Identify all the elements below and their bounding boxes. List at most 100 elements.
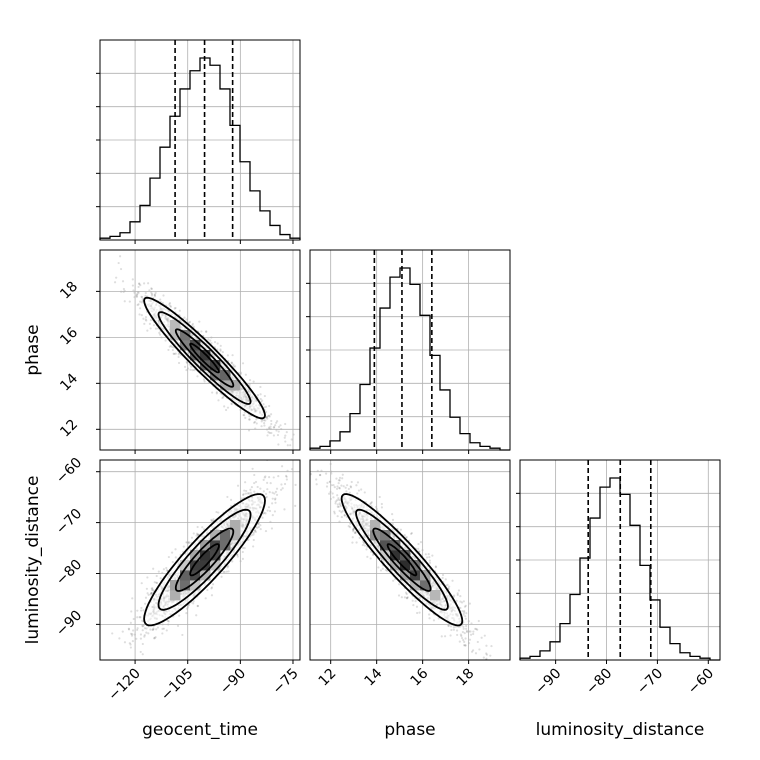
sample-point: [284, 440, 287, 443]
sample-point: [273, 510, 277, 513]
sample-point: [226, 406, 230, 409]
sample-point: [150, 592, 153, 595]
sample-point: [370, 501, 373, 504]
sample-point: [155, 574, 158, 578]
sample-point: [136, 303, 139, 307]
sample-point: [147, 282, 150, 285]
sample-point: [131, 633, 134, 636]
sample-point: [480, 636, 483, 639]
sample-point: [263, 422, 266, 425]
sample-point: [153, 637, 156, 640]
sample-point: [167, 555, 170, 559]
sample-point: [132, 629, 135, 632]
sample-point: [167, 620, 170, 623]
sample-point: [246, 492, 249, 495]
sample-point: [265, 415, 268, 418]
sample-point: [266, 434, 269, 437]
sample-point: [338, 509, 341, 512]
sample-point: [150, 291, 153, 294]
sample-point: [169, 304, 172, 307]
sample-point: [196, 533, 200, 536]
sample-point: [210, 587, 213, 590]
sample-point: [127, 628, 131, 631]
sample-point: [230, 361, 233, 365]
sample-point: [250, 534, 253, 537]
sample-point: [270, 419, 273, 423]
sample-point: [249, 488, 252, 491]
sample-point: [262, 490, 265, 493]
sample-point: [274, 501, 277, 504]
sample-point: [118, 663, 120, 665]
sample-point: [129, 621, 132, 624]
sample-point: [284, 422, 287, 426]
sample-point: [158, 331, 161, 334]
sample-point: [168, 301, 172, 305]
sample-point: [136, 616, 139, 619]
sample-point: [142, 624, 145, 627]
sample-point: [140, 606, 143, 610]
sample-point: [153, 581, 156, 584]
sample-point: [272, 476, 275, 479]
sample-point: [131, 278, 134, 281]
sample-point: [150, 591, 153, 595]
sample-point: [257, 525, 260, 529]
sample-point: [463, 644, 466, 647]
sample-point: [236, 484, 240, 487]
sample-point: [260, 420, 263, 423]
sample-point: [272, 434, 276, 437]
sample-point: [171, 345, 174, 349]
sample-point: [130, 634, 134, 637]
sample-point: [131, 640, 134, 643]
sample-point: [417, 547, 420, 550]
sample-point: [230, 402, 233, 405]
sample-point: [266, 481, 269, 485]
sample-point: [259, 393, 262, 396]
sample-point: [259, 524, 262, 527]
sample-point: [119, 267, 123, 271]
sample-point: [241, 546, 245, 550]
sample-point: [277, 430, 280, 433]
sample-point: [242, 493, 245, 496]
sample-point: [256, 485, 259, 489]
sample-point: [139, 637, 143, 640]
sample-point: [161, 627, 164, 630]
sample-point: [162, 627, 165, 630]
sample-point: [280, 465, 284, 468]
sample-point: [283, 508, 286, 511]
sample-point: [191, 324, 194, 327]
sample-point: [269, 413, 273, 416]
sample-point: [263, 424, 266, 427]
sample-point: [143, 635, 146, 638]
sample-point: [285, 475, 288, 478]
sample-point: [136, 292, 139, 296]
sample-point: [152, 324, 156, 327]
sample-point: [297, 455, 299, 457]
sample-point: [275, 493, 279, 496]
sample-point: [215, 392, 218, 395]
sample-point: [206, 588, 209, 592]
sample-point: [333, 486, 336, 489]
sample-point: [150, 592, 153, 595]
sample-point: [406, 596, 409, 599]
sample-point: [334, 500, 337, 503]
sample-point: [263, 394, 266, 398]
sample-point: [135, 637, 138, 640]
sample-point: [144, 596, 148, 599]
sample-point: [267, 414, 270, 418]
sample-point: [198, 320, 201, 323]
sample-point: [243, 411, 246, 414]
sample-point: [190, 365, 193, 368]
sample-point: [156, 626, 160, 629]
sample-point: [174, 556, 177, 559]
sample-point: [270, 422, 273, 426]
sample-point: [256, 394, 260, 397]
sample-point: [245, 489, 248, 493]
sample-point: [265, 410, 268, 414]
sample-point: [168, 345, 171, 348]
sample-point: [139, 284, 142, 287]
sample-point: [215, 510, 218, 514]
sample-point: [399, 528, 403, 531]
sample-point: [129, 632, 133, 635]
sample-point: [158, 333, 162, 336]
